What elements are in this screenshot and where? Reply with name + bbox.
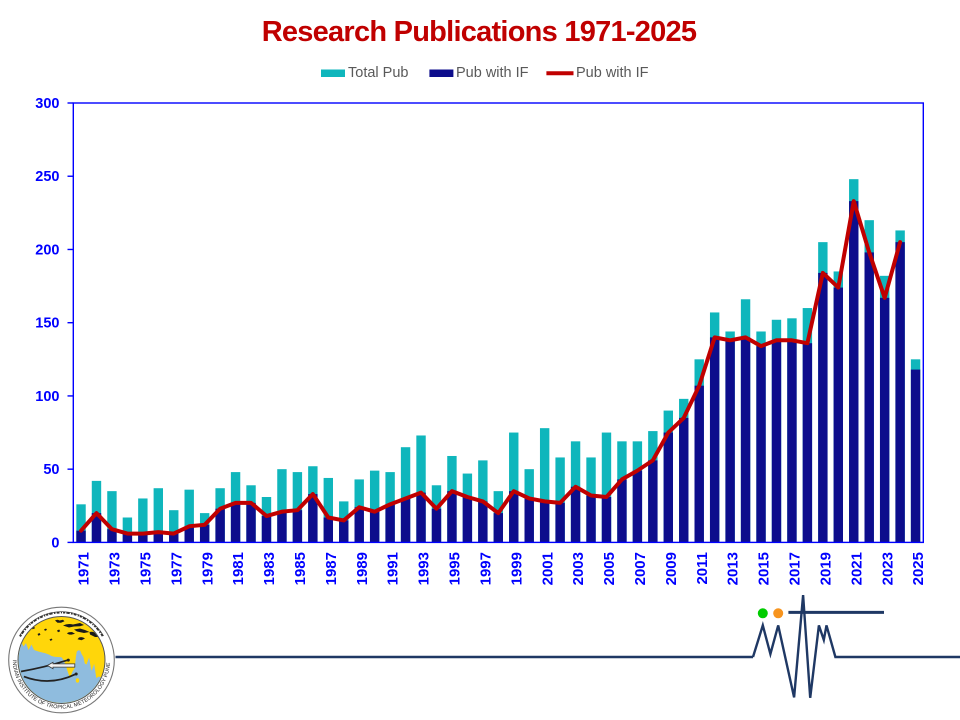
- svg-text:2015: 2015: [756, 552, 773, 585]
- svg-text:2001: 2001: [539, 552, 556, 585]
- svg-text:50: 50: [43, 462, 59, 478]
- svg-text:1981: 1981: [230, 552, 247, 585]
- svg-text:1979: 1979: [199, 552, 216, 585]
- svg-text:2007: 2007: [632, 552, 649, 585]
- svg-text:1983: 1983: [261, 552, 278, 585]
- svg-text:1971: 1971: [76, 552, 93, 585]
- svg-text:200: 200: [35, 242, 59, 258]
- svg-text:Pub with IF: Pub with IF: [456, 65, 529, 81]
- svg-text:2003: 2003: [570, 552, 587, 585]
- svg-text:150: 150: [35, 316, 59, 332]
- svg-text:1975: 1975: [137, 552, 154, 585]
- svg-text:Research Publications 1971-202: Research Publications 1971-2025: [262, 16, 697, 48]
- svg-text:250: 250: [35, 169, 59, 185]
- svg-text:0: 0: [51, 535, 59, 551]
- svg-text:1993: 1993: [416, 552, 433, 585]
- svg-text:2011: 2011: [694, 552, 711, 585]
- svg-text:1973: 1973: [107, 552, 124, 585]
- svg-text:2009: 2009: [663, 552, 680, 585]
- svg-text:2025: 2025: [910, 552, 927, 585]
- svg-text:Pub with IF: Pub with IF: [576, 65, 649, 81]
- svg-text:100: 100: [35, 389, 59, 405]
- svg-text:2013: 2013: [725, 552, 742, 585]
- svg-text:2019: 2019: [817, 552, 834, 585]
- svg-text:2005: 2005: [601, 552, 618, 585]
- svg-text:1989: 1989: [354, 552, 371, 585]
- svg-text:1995: 1995: [447, 552, 464, 585]
- svg-text:Total Pub: Total Pub: [348, 65, 408, 81]
- svg-text:1987: 1987: [323, 552, 340, 585]
- svg-text:2017: 2017: [787, 552, 804, 585]
- svg-text:1999: 1999: [508, 552, 525, 585]
- svg-text:300: 300: [35, 96, 59, 112]
- svg-text:2021: 2021: [848, 552, 865, 585]
- svg-text:1991: 1991: [385, 552, 402, 585]
- svg-text:1997: 1997: [477, 552, 494, 585]
- svg-text:2023: 2023: [879, 552, 896, 585]
- svg-text:1977: 1977: [168, 552, 185, 585]
- svg-text:1985: 1985: [292, 552, 309, 585]
